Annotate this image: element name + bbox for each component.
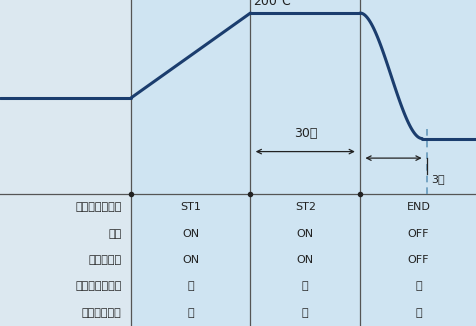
Text: 3分: 3分	[431, 174, 445, 185]
Text: ON: ON	[182, 229, 199, 239]
Text: ST1: ST1	[180, 202, 201, 212]
Text: 開: 開	[301, 281, 308, 291]
Text: 開: 開	[187, 281, 194, 291]
Text: 200℃: 200℃	[252, 0, 290, 8]
Text: 閉: 閉	[301, 308, 308, 318]
Text: OFF: OFF	[407, 255, 428, 265]
Text: プログラム運転: プログラム運転	[75, 202, 121, 212]
Text: END: END	[406, 202, 430, 212]
Text: 電磁真空バルブ: 電磁真空バルブ	[75, 281, 121, 291]
Text: 30分: 30分	[293, 127, 317, 140]
Bar	[131, 0, 476, 326]
Text: ON: ON	[296, 229, 313, 239]
Text: 閉: 閉	[415, 281, 421, 291]
Text: 真空ポンプ: 真空ポンプ	[89, 255, 121, 265]
Text: パージバルブ: パージバルブ	[82, 308, 121, 318]
Text: 開: 開	[415, 308, 421, 318]
Text: OFF: OFF	[407, 229, 428, 239]
Text: ON: ON	[296, 255, 313, 265]
Text: 加熱: 加熱	[108, 229, 121, 239]
Text: ST2: ST2	[294, 202, 315, 212]
Text: ON: ON	[182, 255, 199, 265]
Text: 閉: 閉	[187, 308, 194, 318]
